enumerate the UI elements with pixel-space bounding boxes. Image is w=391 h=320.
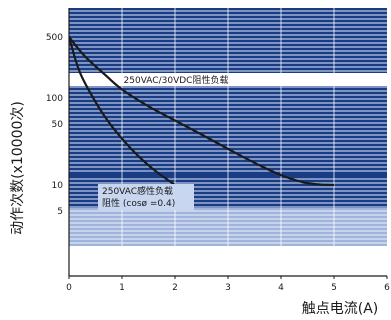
x-tick-label: 0 xyxy=(66,283,72,293)
grid xyxy=(121,8,335,276)
x-tick-labels: 0 1 2 3 4 5 6 xyxy=(66,276,390,293)
y-axis-title: 动作次数(x10000次) xyxy=(10,101,26,235)
y-tick-label: 100 xyxy=(46,94,63,104)
curves xyxy=(69,36,335,187)
x-tick-label: 6 xyxy=(384,283,390,293)
y-tick-label: 50 xyxy=(52,120,64,130)
annotation-inductive-line1: 250VAC感性负载 xyxy=(102,185,173,197)
series-line-resistive xyxy=(69,36,335,187)
y-tick-label: 500 xyxy=(46,33,63,43)
annotation-inductive-line2: 阻性 (cosø =0.4) xyxy=(102,197,175,209)
y-tick-labels: 500 100 50 10 5 xyxy=(46,33,63,217)
x-tick-label: 5 xyxy=(331,283,337,293)
x-tick-label: 2 xyxy=(172,283,178,293)
x-axis-title: 触点电流(A) xyxy=(302,301,379,317)
annotation-inductive-box xyxy=(98,184,194,210)
x-tick-label: 3 xyxy=(225,283,231,293)
y-tick-label: 5 xyxy=(57,207,63,217)
x-tick-label: 4 xyxy=(278,283,284,293)
y-tick-label: 10 xyxy=(52,181,64,191)
x-tick-label: 1 xyxy=(119,283,125,293)
series-line-inductive xyxy=(69,36,176,186)
annotation-resistive: 250VAC/30VDC阻性负载 xyxy=(124,74,229,86)
